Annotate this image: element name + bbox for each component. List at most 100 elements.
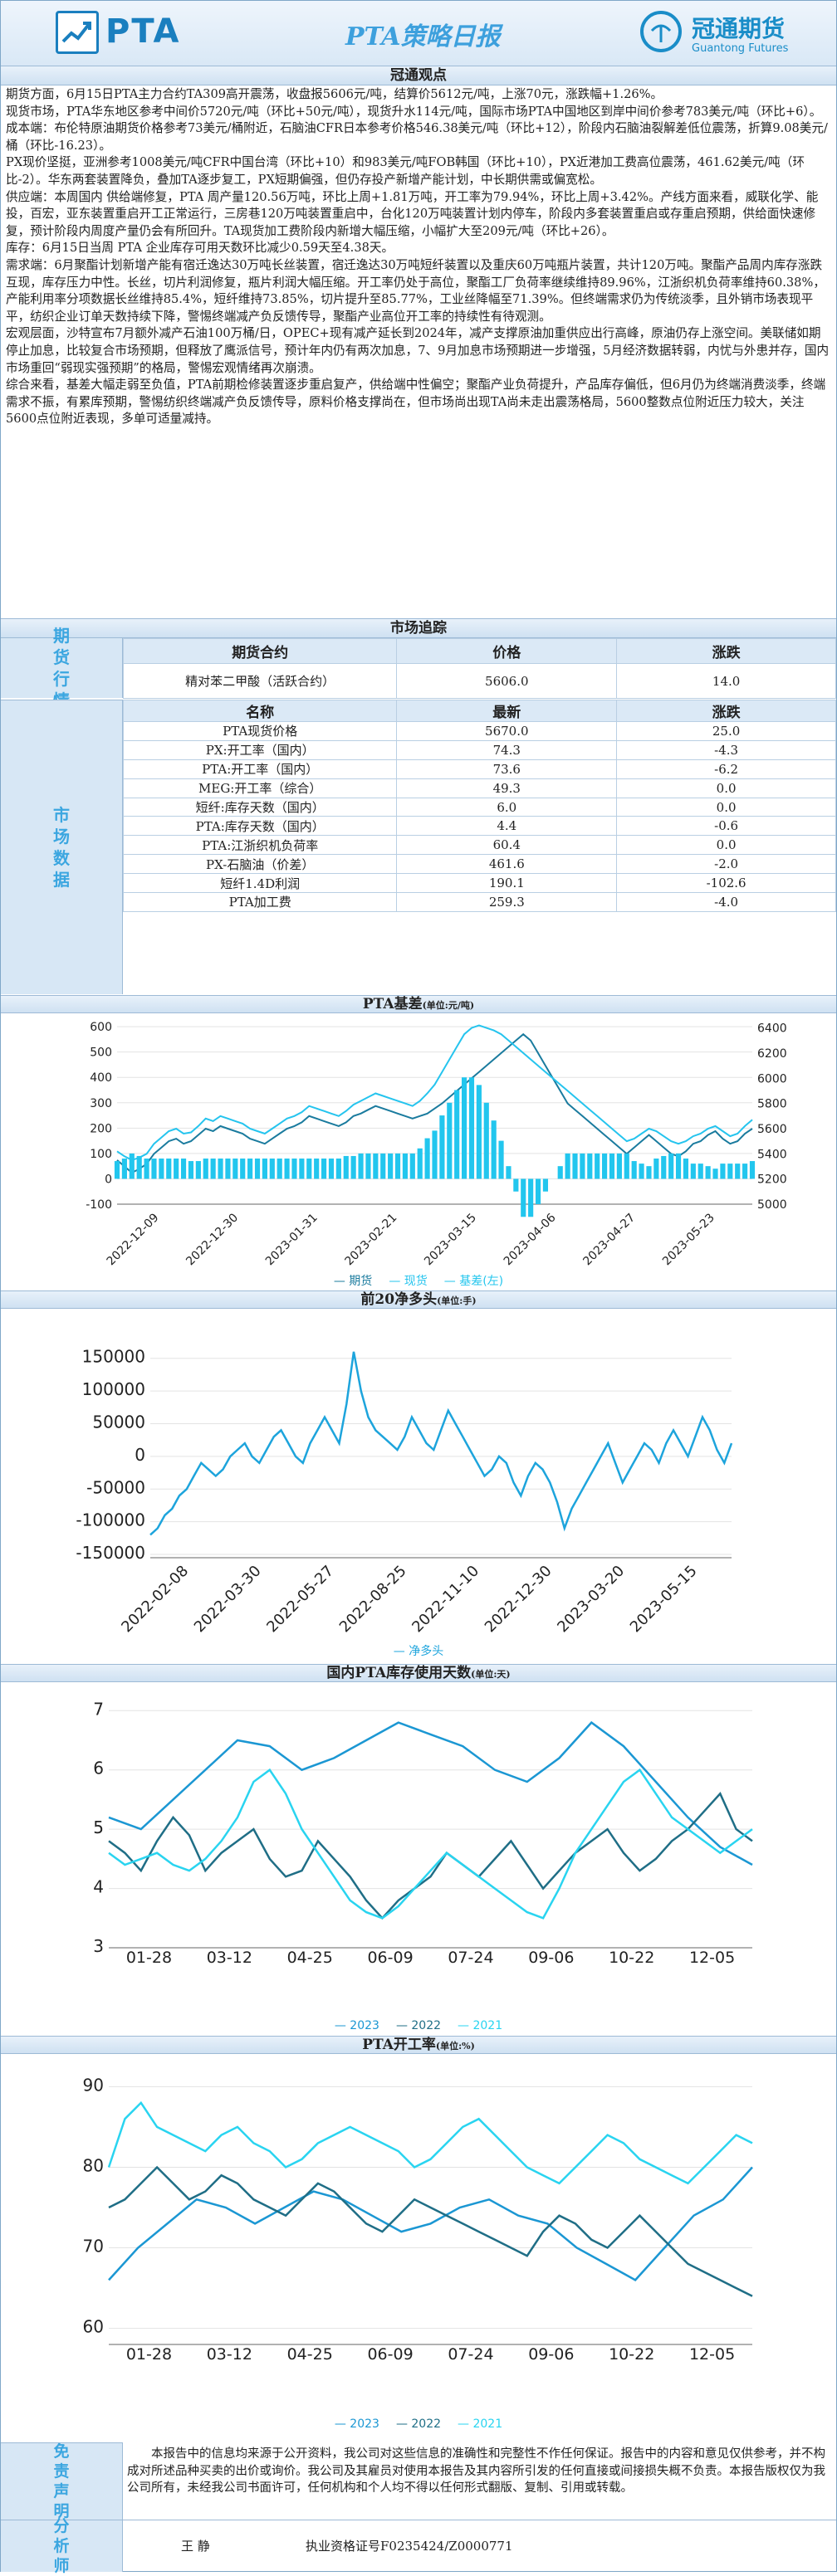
table-header: 期货合约 bbox=[122, 638, 398, 664]
basis-bar bbox=[240, 1159, 246, 1179]
series-line bbox=[108, 1792, 753, 1920]
y-tick-label: -100 bbox=[86, 1198, 112, 1212]
basis-bar bbox=[483, 1102, 489, 1179]
x-tick-label: 03-12 bbox=[207, 2345, 252, 2364]
y-tick-label: -100000 bbox=[76, 1510, 145, 1530]
series-line bbox=[108, 1720, 753, 1866]
basis-bar bbox=[180, 1159, 187, 1179]
table-cell: PX-石脑油（价差） bbox=[122, 854, 398, 875]
basis-bar bbox=[661, 1155, 667, 1179]
netlong-unit: (单位:手) bbox=[437, 1295, 477, 1306]
operating-unit: (单位:%) bbox=[435, 2041, 475, 2052]
legend-item: — 现货 bbox=[389, 1275, 428, 1288]
table-cell: -4.3 bbox=[616, 739, 836, 760]
basis-bar bbox=[218, 1159, 223, 1179]
basis-title-text: PTA基差 bbox=[362, 996, 423, 1012]
disclaimer-label: 免责声明 bbox=[1, 2442, 123, 2520]
table-cell: PX:开工率（国内） bbox=[122, 739, 398, 760]
y-tick-label: 100 bbox=[90, 1148, 112, 1161]
table-cell: 4.4 bbox=[396, 816, 618, 837]
x-tick-label: 2022-08-25 bbox=[336, 1563, 410, 1637]
table-cell: PTA:开工率（国内） bbox=[122, 759, 398, 779]
netlong-chart: -150000 -100000 -50000 0 50000 100000 150000 20… bbox=[1, 1309, 836, 1641]
basis-bar bbox=[129, 1153, 135, 1179]
legend-item: — 2022 bbox=[395, 2019, 442, 2032]
y-tick-label: 0 bbox=[105, 1173, 112, 1186]
basis-bar bbox=[380, 1153, 386, 1179]
basis-bar bbox=[624, 1153, 629, 1179]
basis-bar bbox=[409, 1153, 415, 1179]
y-tick-label: 60 bbox=[83, 2317, 104, 2337]
x-tick-label: 2023-04-27 bbox=[580, 1211, 638, 1268]
basis-bar bbox=[557, 1166, 563, 1179]
basis-bar bbox=[306, 1159, 312, 1179]
basis-bar bbox=[668, 1153, 674, 1179]
x-tick-label: 06-09 bbox=[367, 2345, 413, 2364]
basis-bar bbox=[439, 1115, 445, 1179]
x-tick-label: 2023-01-31 bbox=[263, 1211, 321, 1268]
netlong-title-text: 前20净多头 bbox=[360, 1291, 438, 1308]
table-cell: MEG:开工率（综合） bbox=[122, 778, 398, 798]
basis-bar bbox=[394, 1153, 401, 1179]
table-header: 价格 bbox=[396, 638, 618, 664]
view-paragraph: 期货方面，6月15日PTA主力合约TA309高开震荡，收盘报5606元/吨，结算… bbox=[6, 87, 663, 101]
legend-item: — 2023 bbox=[334, 2417, 379, 2431]
table-cell: PTA现货价格 bbox=[122, 721, 398, 741]
basis-bar bbox=[476, 1085, 482, 1179]
y-tick-label: -150000 bbox=[76, 1543, 145, 1563]
basis-bar bbox=[188, 1161, 194, 1179]
table-header: 涨跌 bbox=[616, 700, 836, 722]
view-paragraph: 库存：6月15日当周 PTA 企业库存可用天数环比减少0.59天至4.38天。 bbox=[6, 241, 394, 256]
spot-row: 短纤1.4D利润 190.1 -102.6 bbox=[122, 873, 836, 894]
basis-bar bbox=[749, 1161, 756, 1179]
report-header: PTA PTA策略日报 冠通期货 Guantong Futures bbox=[1, 1, 836, 66]
spot-label: 市场数据 bbox=[1, 700, 123, 994]
table-cell: 5606.0 bbox=[396, 663, 618, 699]
market-heading: 市场追踪 bbox=[1, 618, 836, 638]
basis-bar bbox=[631, 1161, 637, 1179]
basis-unit: (单位:元/吨) bbox=[422, 1000, 475, 1011]
basis-bar bbox=[321, 1159, 327, 1179]
spot-row: PTA:江浙织机负荷率 60.4 0.0 bbox=[122, 835, 836, 856]
inventory-title-text: 国内PTA库存使用天数 bbox=[326, 1665, 472, 1681]
analyst-name: 王 静 bbox=[181, 2539, 210, 2554]
basis-bar bbox=[690, 1164, 696, 1179]
x-tick-label: 2022-12-09 bbox=[105, 1211, 162, 1268]
y-right-tick-label: 5000 bbox=[757, 1198, 787, 1212]
basis-bar bbox=[521, 1178, 526, 1217]
y-tick-label: 150000 bbox=[82, 1347, 145, 1367]
basis-bar bbox=[675, 1153, 682, 1179]
basis-bar bbox=[565, 1153, 570, 1179]
series-line bbox=[116, 1032, 753, 1174]
basis-bar bbox=[513, 1178, 519, 1192]
y-right-tick-label: 5800 bbox=[757, 1098, 787, 1111]
table-cell: 190.1 bbox=[396, 873, 618, 894]
x-tick-label: 2023-04-06 bbox=[502, 1211, 559, 1268]
disclaimer-text: 本报告中的信息均来源于公开资料，我公司对这些信息的准确性和完整性不作任何保证。报… bbox=[127, 2447, 825, 2495]
view-heading: 冠通观点 bbox=[1, 66, 836, 85]
x-tick-label: 2022-03-30 bbox=[191, 1563, 265, 1637]
x-tick-label: 04-25 bbox=[287, 1949, 333, 1967]
x-tick-label: 07-24 bbox=[448, 1949, 493, 1967]
basis-bar bbox=[328, 1159, 335, 1179]
table-cell: -102.6 bbox=[616, 873, 836, 894]
y-tick-label: 200 bbox=[90, 1122, 112, 1135]
operating-rate-chart-title: PTA开工率(单位:%) bbox=[1, 2036, 836, 2054]
basis-bar bbox=[174, 1159, 179, 1179]
legend-item: — 2022 bbox=[395, 2417, 442, 2431]
x-tick-label: 2022-05-27 bbox=[263, 1563, 337, 1637]
y-right-tick-label: 6200 bbox=[757, 1047, 787, 1061]
y-tick-label: 500 bbox=[90, 1046, 112, 1060]
basis-bar bbox=[424, 1138, 430, 1179]
chart-logo-icon bbox=[56, 11, 99, 54]
table-cell: PTA:江浙织机负荷率 bbox=[122, 835, 398, 856]
table-cell: 短纤:库存天数（国内） bbox=[122, 797, 398, 817]
basis-bar bbox=[136, 1155, 142, 1179]
view-paragraph: 宏观层面，沙特宣布7月额外减产石油100万桶/日，OPEC+现有减产延长到202… bbox=[6, 326, 830, 375]
basis-legend: — 期货 — 现货 — 基差(左) bbox=[1, 1272, 836, 1289]
y-tick-label: 4 bbox=[93, 1877, 104, 1897]
x-tick-label: 03-12 bbox=[207, 1949, 252, 1967]
table-cell: -6.2 bbox=[616, 759, 836, 779]
